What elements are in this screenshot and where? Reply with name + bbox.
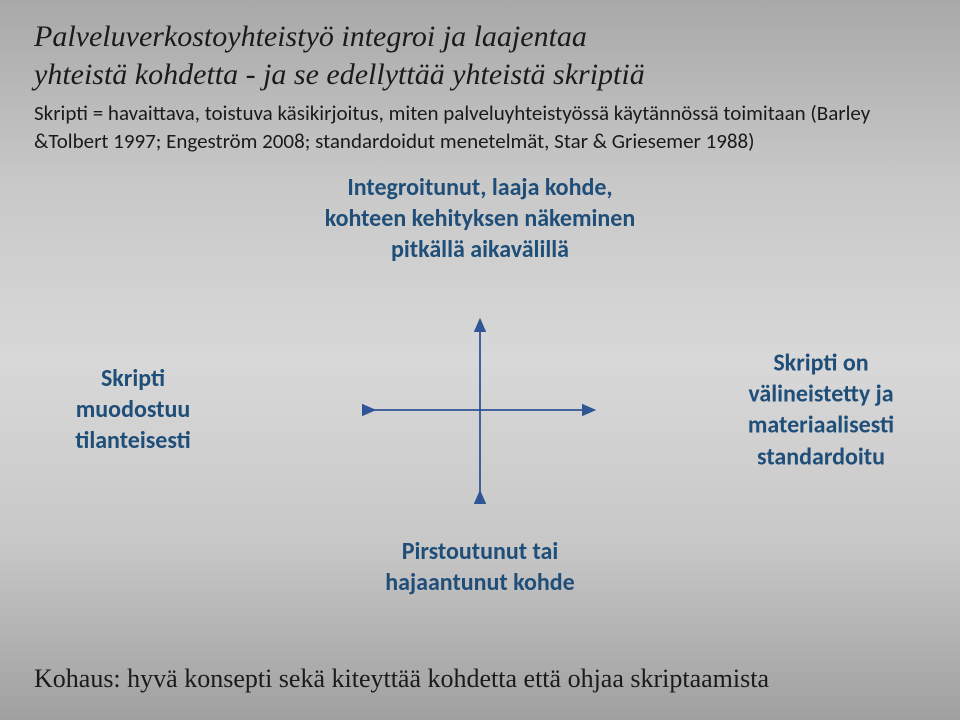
slide-title-line1: Palveluverkostoyhteistyö integroi ja laa… <box>34 18 926 56</box>
slide-title-block: Palveluverkostoyhteistyö integroi ja laa… <box>34 18 926 156</box>
axis-label-left: Skripti muodostuu tilanteisesti <box>28 363 238 457</box>
quadrant-diagram: Integroitunut, laaja kohde, kohteen kehi… <box>34 162 926 659</box>
axis-arrows <box>350 310 610 510</box>
slide-title-line2: yhteistä kohdetta - ja se edellyttää yht… <box>34 56 926 94</box>
axis-label-bottom: Pirstoutunut tai hajaantunut kohde <box>320 536 640 598</box>
slide-subtitle: Skripti = havaittava, toistuva käsikirjo… <box>34 99 926 156</box>
axis-label-top: Integroitunut, laaja kohde, kohteen kehi… <box>270 172 690 266</box>
axis-label-right: Skripti on välineistetty ja materiaalise… <box>706 348 936 473</box>
slide-conclusion: Kohaus: hyvä konsepti sekä kiteyttää koh… <box>34 662 926 696</box>
